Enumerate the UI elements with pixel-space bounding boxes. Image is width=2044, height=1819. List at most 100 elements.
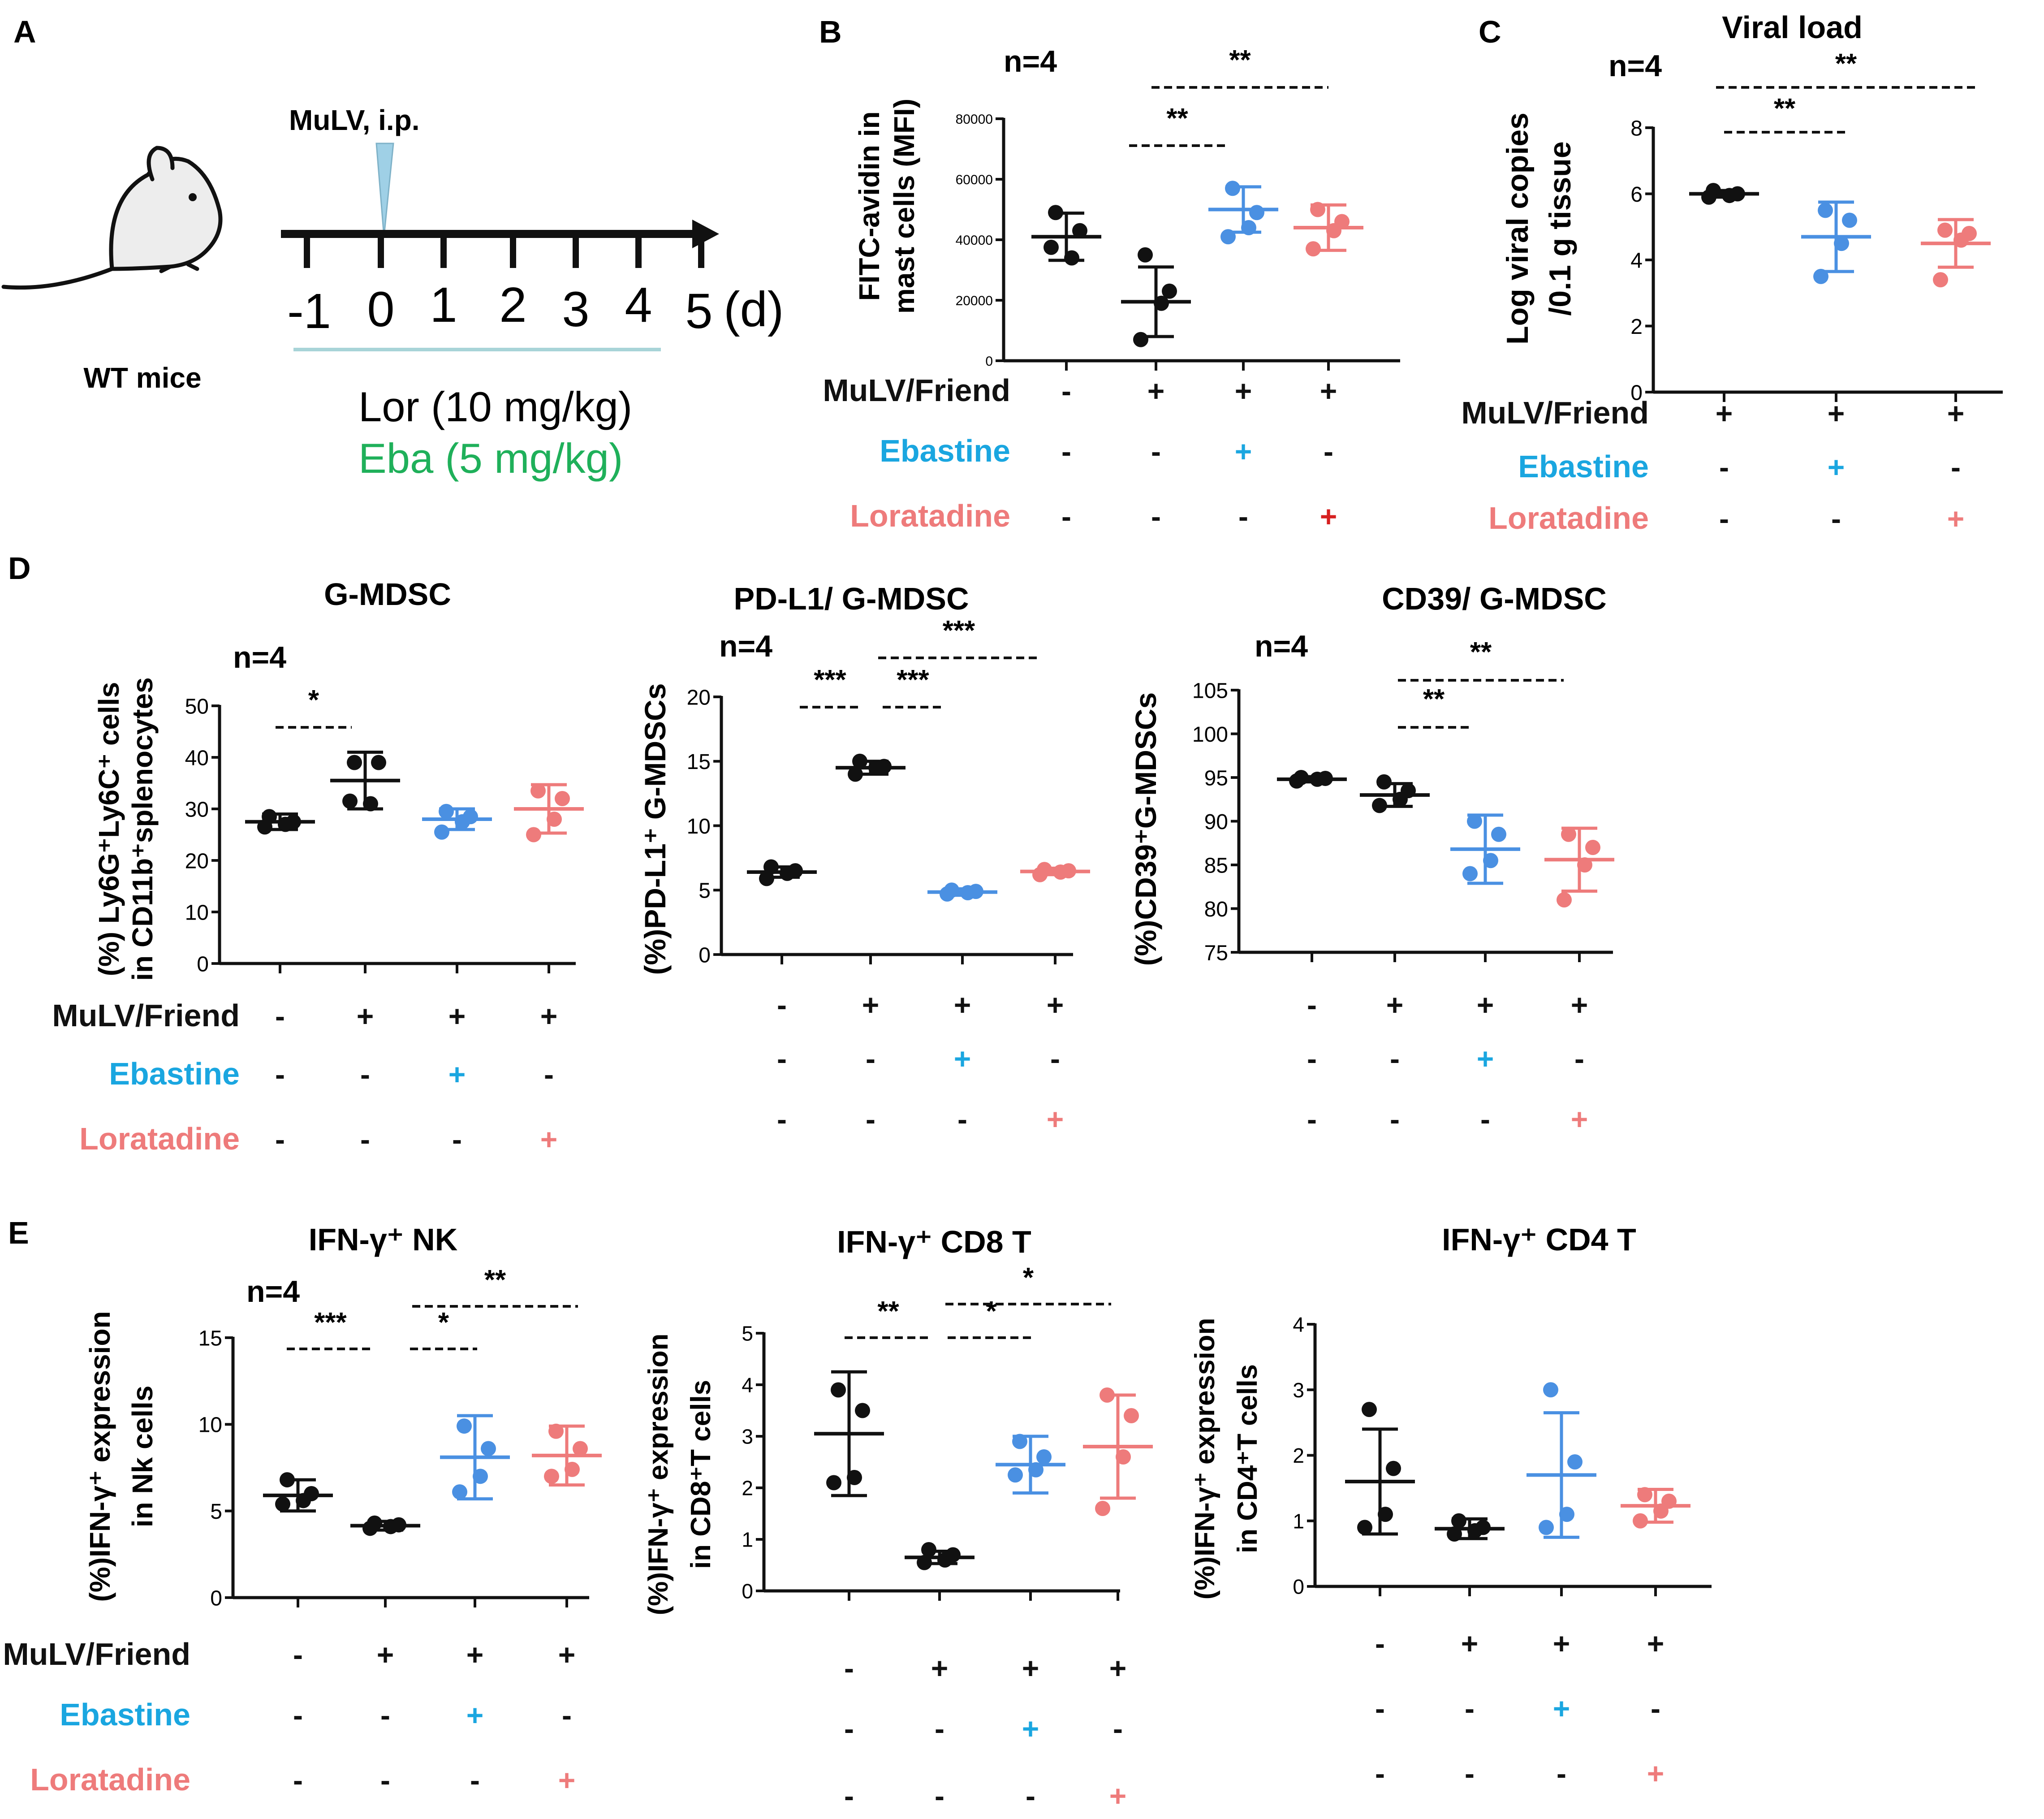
data-point bbox=[1378, 1507, 1393, 1522]
eba-label: Eba (5 mg/kg) bbox=[358, 435, 623, 482]
data-point bbox=[257, 819, 272, 835]
data-point bbox=[1577, 857, 1592, 873]
y-tick-label: 105 bbox=[1192, 679, 1228, 703]
treatment-sign: - bbox=[1465, 1757, 1475, 1790]
treatment-sign: + bbox=[1571, 1102, 1588, 1136]
significance-label: ** bbox=[1835, 48, 1857, 79]
treatment-sign: - bbox=[1719, 502, 1729, 535]
y-tick-label: 0 bbox=[699, 943, 711, 967]
treatment-sign: - bbox=[866, 1042, 875, 1075]
treatment-sign: - bbox=[360, 1058, 370, 1091]
data-point bbox=[1310, 202, 1325, 217]
timeline-tick-label: -1 bbox=[287, 284, 331, 339]
treatment-sign: - bbox=[380, 1763, 390, 1797]
treatment-sign: + bbox=[1235, 435, 1252, 468]
data-point bbox=[1722, 188, 1737, 203]
significance-label: * bbox=[986, 1296, 997, 1327]
treatment-sign: - bbox=[380, 1698, 390, 1732]
data-point bbox=[1539, 1520, 1554, 1535]
data-point bbox=[530, 783, 546, 799]
data-point bbox=[1393, 791, 1408, 807]
treatment-sign: - bbox=[1050, 1042, 1060, 1075]
treatment-sign: - bbox=[1061, 500, 1071, 533]
data-point bbox=[780, 865, 795, 881]
treatment-sign: - bbox=[1951, 450, 1961, 484]
timeline-tick-label: 3 bbox=[562, 282, 589, 337]
treatment-sign: - bbox=[1324, 435, 1333, 468]
treatment-sign: - bbox=[844, 1779, 854, 1812]
chart-title: PD-L1/ G-MDSC bbox=[734, 581, 969, 616]
data-point bbox=[1701, 189, 1716, 205]
treatment-sign: + bbox=[1235, 374, 1252, 407]
treatment-sign: + bbox=[1947, 502, 1965, 535]
treatment-sign: - bbox=[935, 1712, 944, 1745]
y-axis-title: FITC-avidin in bbox=[853, 111, 885, 301]
treatment-sign: + bbox=[1461, 1627, 1479, 1660]
treatment-sign: - bbox=[866, 1102, 875, 1136]
treatment-sign: - bbox=[844, 1712, 854, 1745]
data-point bbox=[917, 1555, 932, 1570]
y-axis-title: mast cells (MFI) bbox=[888, 99, 920, 314]
data-point bbox=[759, 871, 774, 886]
y-tick-label: 0 bbox=[985, 354, 993, 369]
treatment-sign: - bbox=[935, 1779, 944, 1812]
data-point bbox=[1053, 864, 1068, 880]
treatment-sign: + bbox=[1477, 988, 1494, 1021]
y-axis-title: in CD11b⁺splenocytes bbox=[126, 677, 159, 981]
data-point bbox=[1008, 1467, 1023, 1483]
data-point bbox=[921, 1542, 936, 1557]
row-label-mulv: MuLV/Friend bbox=[1461, 395, 1649, 430]
data-point bbox=[363, 796, 378, 812]
y-tick-label: 80000 bbox=[956, 112, 993, 127]
treatment-sign: + bbox=[558, 1638, 576, 1671]
timeline-tick-label: 2 bbox=[499, 277, 526, 333]
treatment-sign: - bbox=[293, 1763, 303, 1797]
chart-g-mdsc: G-MDSC n=4 (%) Ly6G⁺Ly6C⁺ cells in CD11b⁺sp… bbox=[52, 577, 584, 1156]
y-tick-label: 2 bbox=[742, 1477, 753, 1500]
data-point bbox=[848, 766, 863, 782]
significance-label: ** bbox=[877, 1296, 899, 1327]
treatment-sign: + bbox=[540, 999, 558, 1033]
data-point bbox=[434, 824, 449, 840]
treatment-sign: + bbox=[466, 1638, 484, 1671]
timeline-arrowhead-icon bbox=[692, 220, 719, 248]
data-point bbox=[855, 1403, 870, 1418]
sample-size-label: n=4 bbox=[233, 640, 286, 674]
data-point bbox=[573, 1441, 588, 1456]
data-point bbox=[544, 1469, 559, 1484]
timeline-tick-label: 5 bbox=[685, 284, 712, 339]
y-tick-label: 90 bbox=[1204, 810, 1228, 834]
data-point bbox=[347, 755, 362, 770]
data-point bbox=[452, 1484, 467, 1500]
data-point bbox=[342, 793, 358, 809]
chart-title: Viral load bbox=[1722, 10, 1863, 45]
data-point bbox=[1633, 1513, 1648, 1529]
mouse-ear bbox=[147, 146, 175, 181]
y-tick-label: 85 bbox=[1204, 854, 1228, 877]
treatment-sign: - bbox=[1307, 1102, 1317, 1136]
treatment-sign: - bbox=[544, 1058, 554, 1091]
row-label-mulv: MuLV/Friend bbox=[823, 373, 1010, 408]
treatment-sign: - bbox=[1026, 1779, 1035, 1812]
mouse-illustration bbox=[1, 146, 223, 290]
treatment-sign: + bbox=[558, 1763, 576, 1797]
y-tick-label: 95 bbox=[1204, 766, 1228, 790]
row-label-mulv: MuLV/Friend bbox=[52, 998, 240, 1033]
sample-size-label: n=4 bbox=[719, 629, 772, 663]
data-point bbox=[383, 1519, 398, 1534]
data-point bbox=[1653, 1503, 1669, 1519]
treatment-sign: + bbox=[466, 1698, 484, 1732]
chart-ifng-cd8: IFN-γ⁺ CD8 T (%)IFN-γ⁺ expression in CD8⁺T… bbox=[643, 1224, 1153, 1812]
data-point bbox=[439, 804, 454, 819]
timeline: -1 0 1 2 3 4 5 (d) bbox=[281, 220, 784, 351]
treatment-sign: + bbox=[1022, 1712, 1039, 1745]
treatment-sign: + bbox=[1716, 397, 1733, 430]
y-tick-label: 8 bbox=[1630, 117, 1643, 140]
data-point bbox=[526, 827, 541, 843]
treatment-sign: + bbox=[862, 988, 880, 1021]
data-point bbox=[278, 817, 293, 832]
significance-label: * bbox=[438, 1307, 449, 1338]
mouse-eye bbox=[189, 193, 197, 201]
treatment-sign: - bbox=[452, 1123, 462, 1156]
